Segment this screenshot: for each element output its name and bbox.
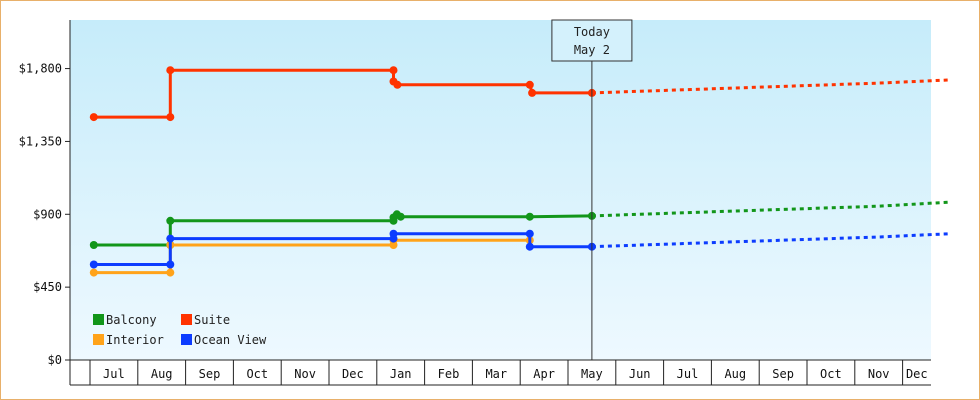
data-point-suite — [166, 113, 175, 122]
x-tick-label: Aug — [724, 367, 746, 381]
x-tick-label: Dec — [342, 367, 364, 381]
projection-line-suite — [591, 78, 951, 95]
data-point-interior — [166, 268, 175, 277]
legend-label-suite: Suite — [194, 313, 230, 327]
legend-label-ocean-view: Ocean View — [194, 333, 267, 347]
x-tick-label: Sep — [199, 367, 221, 381]
x-tick-label: May — [581, 367, 603, 381]
data-point-suite — [528, 88, 537, 97]
x-tick-label: Oct — [820, 367, 842, 381]
data-point-ocean-view — [166, 260, 175, 269]
y-tick-label: $1,350 — [19, 134, 62, 148]
x-tick-label: Dec — [906, 367, 928, 381]
y-tick-label: $900 — [33, 207, 62, 221]
x-tick-label: Jun — [629, 367, 651, 381]
y-tick-label: $0 — [48, 353, 62, 367]
x-tick-label: Sep — [772, 367, 794, 381]
legend-label-interior: Interior — [106, 333, 164, 347]
data-point-suite — [89, 113, 98, 122]
today-date: May 2 — [574, 43, 610, 57]
data-point-suite — [393, 80, 402, 89]
legend-swatch-interior — [93, 334, 104, 345]
data-point-balcony — [525, 212, 534, 221]
today-label-box — [551, 19, 633, 62]
data-point-balcony — [89, 241, 98, 249]
data-point-ocean-view — [166, 234, 175, 243]
legend-label-balcony: Balcony — [106, 313, 157, 327]
data-point-interior — [89, 268, 98, 277]
x-tick-label: Jul — [677, 367, 699, 381]
data-point-suite — [166, 66, 175, 75]
x-tick-label: Oct — [246, 367, 268, 381]
x-tick-label: Feb — [438, 367, 460, 381]
x-tick-label: Nov — [868, 367, 890, 381]
x-tick-label: Jul — [103, 367, 125, 381]
x-tick-label: Apr — [533, 367, 555, 381]
plot-background — [70, 20, 931, 360]
x-tick-label: Mar — [485, 367, 507, 381]
data-point-ocean-view — [89, 260, 98, 269]
data-point-ocean-view — [389, 229, 398, 238]
legend-swatch-balcony — [93, 314, 104, 325]
x-tick-label: Nov — [294, 367, 316, 381]
data-point-suite — [525, 80, 534, 89]
data-point-balcony — [396, 212, 405, 221]
series-line-interior — [93, 238, 530, 275]
data-point-ocean-view — [525, 229, 534, 238]
legend-swatch-suite — [181, 314, 192, 325]
x-tick-label: Aug — [151, 367, 173, 381]
y-tick-label: $450 — [33, 280, 62, 294]
data-point-balcony — [166, 216, 175, 225]
today-label: Today — [574, 25, 610, 39]
projection-line-ocean-view — [591, 232, 951, 249]
data-point-ocean-view — [525, 242, 534, 251]
y-tick-label: $1,800 — [19, 62, 62, 76]
x-tick-label: Jan — [390, 367, 412, 381]
legend-swatch-ocean-view — [181, 334, 192, 345]
projection-line-balcony — [591, 200, 951, 218]
data-point-suite — [389, 66, 398, 75]
